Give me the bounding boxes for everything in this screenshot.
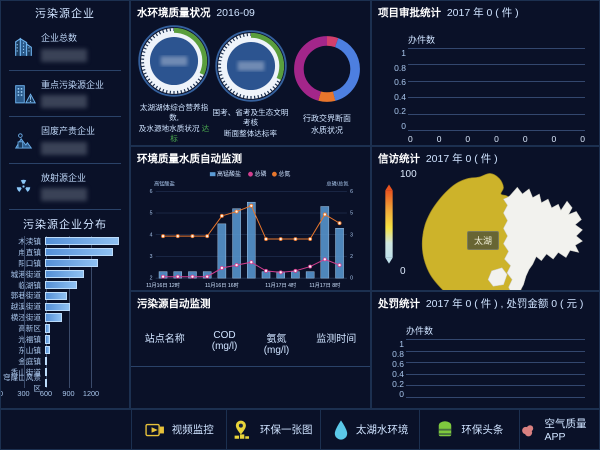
svg-text:11月16日 12时: 11月16日 12时: [146, 281, 180, 289]
svg-text:11月16日 16时: 11月16日 16时: [205, 281, 239, 289]
svg-text:总磷/总氮: 总磷/总氮: [326, 180, 348, 188]
svg-text:5: 5: [350, 211, 353, 217]
svg-text:0: 0: [350, 276, 353, 282]
svg-text:2: 2: [150, 276, 153, 282]
svg-text:3: 3: [350, 232, 353, 238]
svg-text:高锰酸盐: 高锰酸盐: [154, 180, 175, 188]
svg-text:5: 5: [150, 211, 153, 217]
svg-text:11月17日 4时: 11月17日 4时: [265, 281, 296, 289]
svg-text:总氮: 总氮: [278, 170, 290, 178]
svg-text:4: 4: [150, 232, 153, 238]
svg-text:总磷: 总磷: [254, 170, 266, 178]
svg-text:2: 2: [350, 254, 353, 260]
svg-text:6: 6: [150, 189, 153, 195]
svg-text:3: 3: [150, 254, 153, 260]
svg-text:高锰酸盐: 高锰酸盐: [217, 170, 241, 178]
svg-text:11月17日 8时: 11月17日 8时: [309, 281, 340, 289]
svg-text:6: 6: [350, 189, 353, 195]
